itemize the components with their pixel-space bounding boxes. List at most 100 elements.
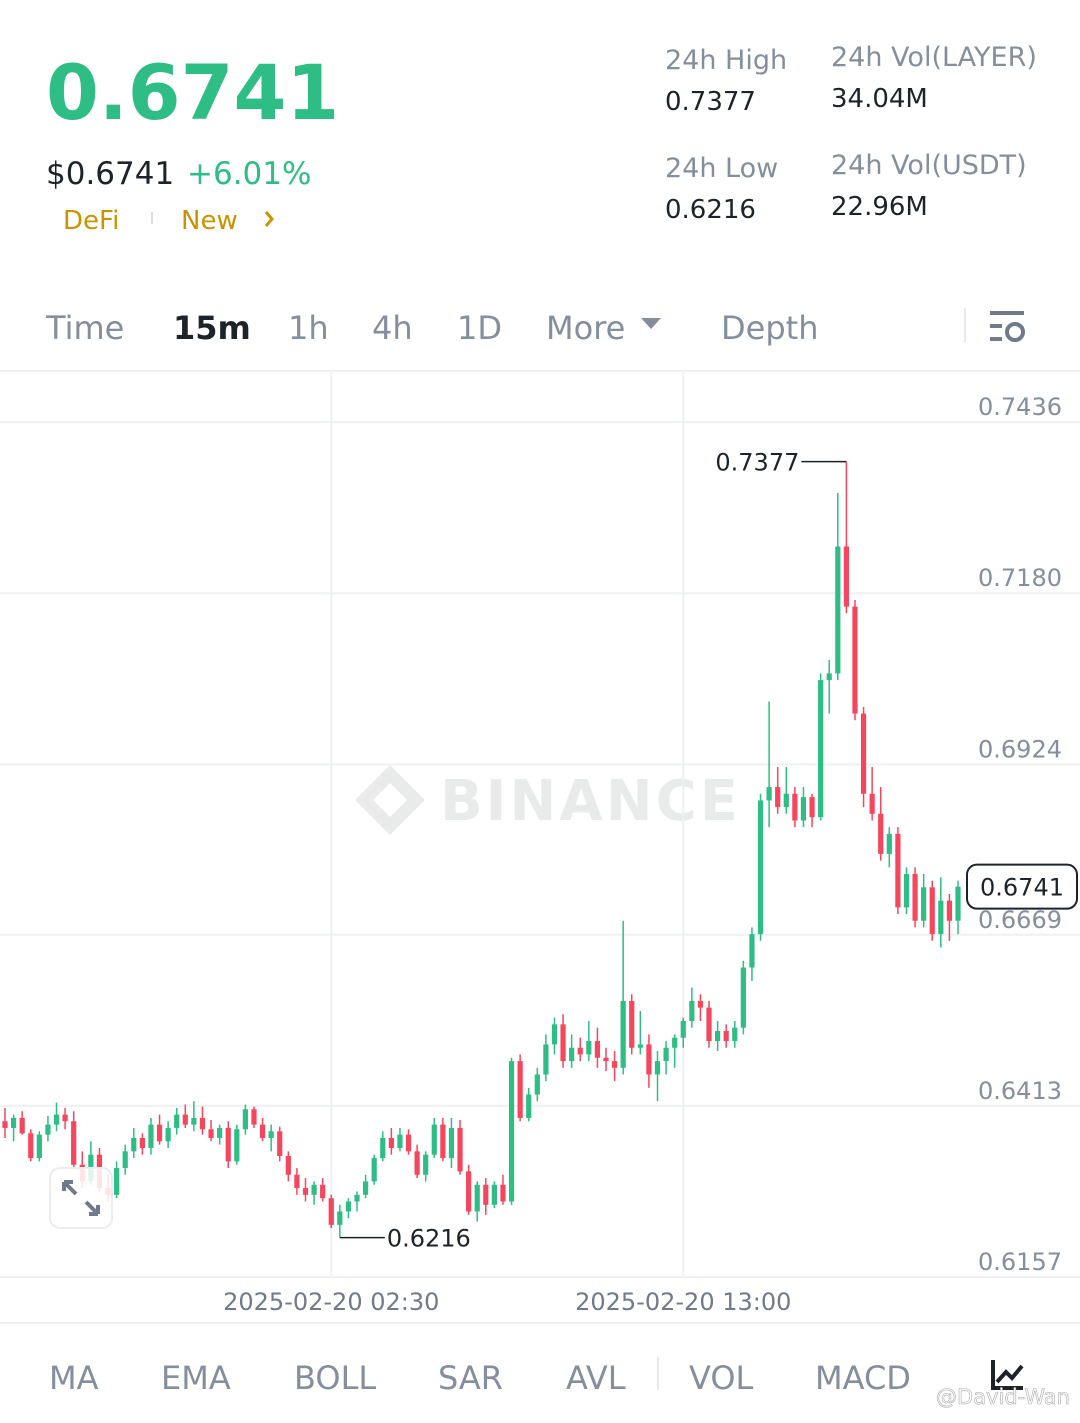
tab[interactable]: More: [546, 309, 625, 347]
tab[interactable]: 15m: [173, 309, 251, 347]
candle-body: [715, 1031, 721, 1042]
candle-body: [302, 1188, 309, 1195]
candle-body: [637, 1044, 643, 1048]
candle-body: [36, 1134, 42, 1159]
candle-body: [852, 606, 858, 714]
candle-body: [766, 787, 772, 801]
y-tick-label: 0.7436: [978, 393, 1062, 421]
candle-body: [448, 1127, 455, 1159]
tab[interactable]: Depth: [721, 309, 818, 347]
candle-body: [491, 1184, 497, 1205]
candle-body: [208, 1129, 214, 1138]
candle-body: [697, 1000, 704, 1008]
candle-body: [182, 1114, 188, 1125]
y-tick-label: 0.6157: [978, 1248, 1062, 1276]
candle-body: [551, 1024, 558, 1045]
candle-body: [586, 1041, 592, 1055]
candle-body: [19, 1117, 25, 1134]
indicator-tab[interactable]: EMA: [161, 1359, 231, 1397]
candle-body: [732, 1027, 738, 1042]
y-tick-label: 0.6669: [978, 906, 1062, 934]
candle-body: [440, 1124, 446, 1159]
candle-body: [594, 1041, 601, 1058]
indicator-tab[interactable]: SAR: [438, 1359, 503, 1397]
candle-body: [869, 793, 875, 814]
expand-button[interactable]: [49, 1167, 113, 1229]
candle-body: [654, 1061, 661, 1075]
candle-body: [706, 1007, 712, 1042]
candle-body: [680, 1021, 686, 1038]
indicator-tab[interactable]: AVL: [566, 1359, 626, 1397]
candle-body: [388, 1137, 394, 1149]
credit: @David-Wan: [936, 1385, 1070, 1409]
candle-body: [131, 1137, 137, 1152]
candle-body: [242, 1109, 248, 1130]
indicator-bar: MA EMA BOLL SAR AVL VOL MACD: [49, 1359, 911, 1397]
candle-body: [912, 873, 918, 921]
indicator-tab[interactable]: MACD: [815, 1359, 911, 1397]
candle-body: [775, 787, 781, 808]
candle-body: [423, 1154, 429, 1175]
candle-body: [337, 1211, 343, 1225]
dropdown-arrow: [641, 318, 661, 329]
tab[interactable]: 1D: [457, 309, 502, 347]
x-tick-label: 2025-02-20 02:30: [223, 1288, 439, 1316]
candle-body: [646, 1044, 652, 1075]
candle-body: [45, 1124, 51, 1135]
tab-bar: Time 15m 1h 4h 1D More Depth: [45, 309, 818, 347]
chart: 0.6157 0.6413 0.6669 0.6924 0.7180 0.7436 2025…: [0, 372, 1080, 1316]
indicator-tab[interactable]: VOL: [689, 1359, 754, 1397]
high-label: 0.7377: [715, 449, 799, 477]
price-change: +6.01%: [187, 156, 311, 192]
candle-body: [800, 797, 807, 821]
tab[interactable]: 4h: [372, 309, 413, 347]
candle-body: [320, 1184, 326, 1199]
last-price-label: 0.6741: [980, 874, 1064, 902]
candle-body: [397, 1134, 403, 1149]
stat-label: 24h Low: [665, 153, 778, 184]
candle-body: [809, 797, 815, 818]
candle-body: [878, 813, 884, 854]
tag[interactable]: New: [181, 206, 238, 236]
stat-value: 0.6216: [665, 195, 756, 225]
candle-body: [903, 873, 910, 908]
candle-body: [860, 713, 867, 794]
indicator-tab[interactable]: BOLL: [294, 1359, 376, 1397]
candle-body: [620, 1000, 626, 1068]
stat-value: 34.04M: [831, 84, 928, 114]
low-label: 0.6216: [387, 1225, 471, 1253]
candle-body: [946, 900, 953, 921]
candle-body: [895, 833, 901, 908]
candle-body: [886, 833, 892, 854]
candle-body: [749, 934, 755, 968]
indicator-tab[interactable]: MA: [49, 1359, 99, 1397]
candle-body: [311, 1184, 317, 1195]
chart-settings-icon[interactable]: [991, 1360, 1024, 1390]
candle-body: [826, 673, 832, 681]
candle-body: [277, 1131, 283, 1157]
candle-body: [268, 1131, 274, 1138]
candle-body: [431, 1124, 437, 1155]
tab[interactable]: 1h: [288, 309, 329, 347]
y-tick-label: 0.7180: [978, 564, 1062, 592]
stat-value: 22.96M: [831, 192, 928, 222]
settings-icon[interactable]: [990, 311, 1025, 342]
price-usd: $0.6741: [46, 156, 174, 192]
tag[interactable]: DeFi: [63, 206, 119, 236]
candle-body: [611, 1061, 618, 1068]
last-price-box: [966, 863, 1078, 910]
candle-body: [294, 1174, 300, 1189]
candle-body: [199, 1117, 206, 1130]
tab[interactable]: Time: [45, 309, 124, 347]
candle-body: [71, 1121, 77, 1165]
candle-body: [938, 900, 944, 935]
y-tick-label: 0.6924: [978, 735, 1062, 763]
candle-body: [234, 1129, 240, 1162]
candle-body: [2, 1121, 8, 1128]
candle-body: [689, 1000, 695, 1022]
candle-body: [405, 1134, 412, 1152]
candle-body: [10, 1117, 17, 1128]
chevron: [264, 211, 274, 227]
watermark-text: BINANCE: [440, 769, 741, 834]
candle-body: [560, 1024, 566, 1062]
